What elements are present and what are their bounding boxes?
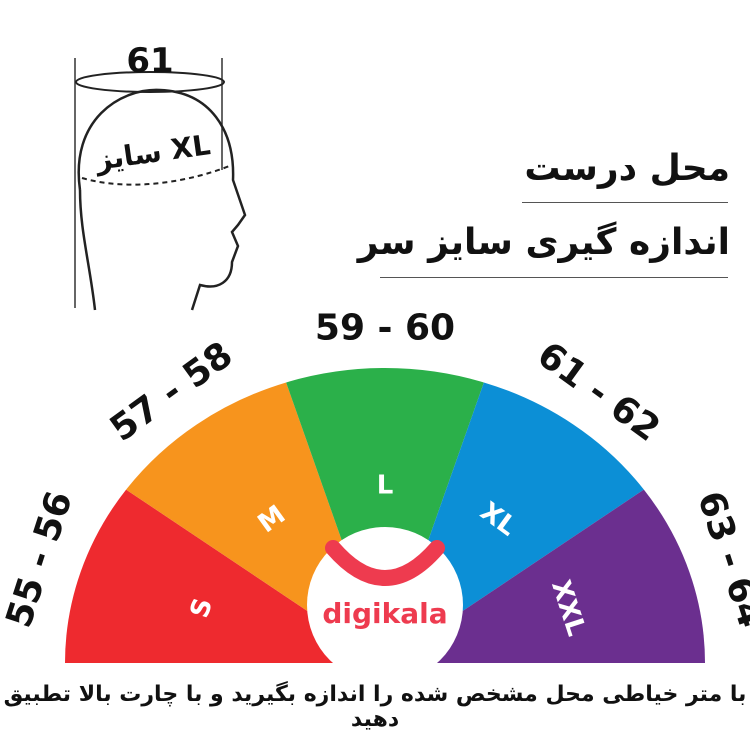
title-underline-2 xyxy=(380,277,728,278)
size-label-l: L xyxy=(377,471,394,501)
title-line-2: اندازه گیری سایز سر xyxy=(357,222,730,263)
neck-outline xyxy=(78,189,97,311)
measure-line xyxy=(81,164,233,186)
segment-s xyxy=(65,489,385,663)
head-outline xyxy=(77,88,247,311)
title-line-1: محل درست xyxy=(524,148,730,189)
range-label-l: 59 - 60 xyxy=(315,308,455,349)
measure-ring-top xyxy=(75,71,225,93)
logo-text: digikala xyxy=(322,597,447,630)
circumference-value: 61 xyxy=(126,41,173,81)
logo-smile-icon xyxy=(325,540,445,586)
title-underline-1 xyxy=(522,202,728,203)
segment-l xyxy=(286,368,484,663)
range-label-s: 55 - 56 xyxy=(0,487,81,633)
segment-xxl xyxy=(385,489,705,663)
footer-instruction: با متر خیاطی محل مشخص شده را اندازه بگیر… xyxy=(3,682,747,732)
